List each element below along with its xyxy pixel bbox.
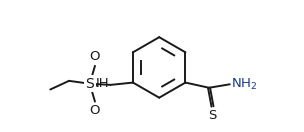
Text: S: S bbox=[85, 77, 94, 91]
Text: O: O bbox=[90, 50, 100, 63]
Text: NH$_2$: NH$_2$ bbox=[231, 77, 257, 92]
Text: O: O bbox=[90, 104, 100, 117]
Text: S: S bbox=[208, 109, 217, 122]
Text: NH: NH bbox=[89, 77, 109, 90]
